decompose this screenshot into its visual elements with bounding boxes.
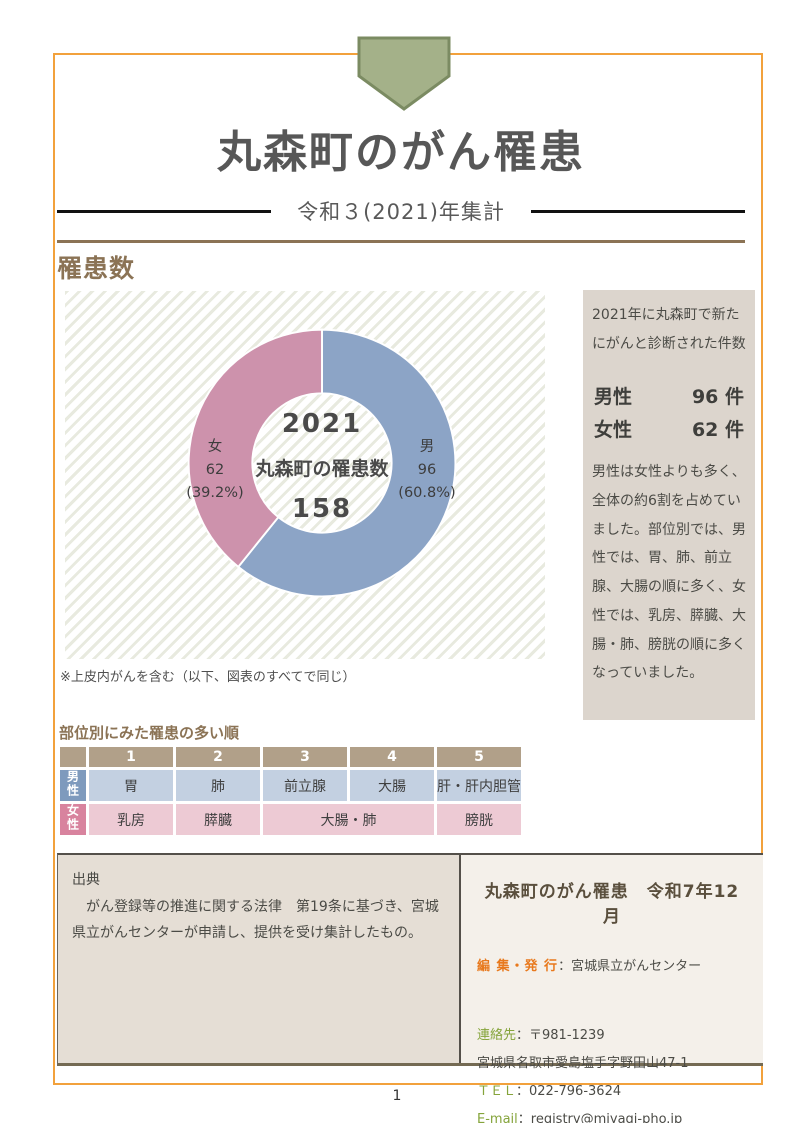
tel-value: ：022-796-3624 — [516, 1083, 622, 1099]
rank-col-3: 3 — [263, 747, 347, 767]
source-body: がん登録等の推進に関する法律 第19条に基づき、宮城県立がんセンターが申請し、提… — [72, 898, 439, 942]
female-slice-name: 女 — [207, 439, 223, 455]
chart-total: 158 — [291, 494, 353, 524]
editor-label: 編 集・発 行 — [477, 959, 559, 974]
section-heading: 罹患数 — [57, 254, 136, 283]
source-box: 出典 がん登録等の推進に関する法律 第19条に基づき、宮城県立がんセンターが申請… — [58, 855, 461, 1063]
male-rank-2: 肺 — [176, 770, 260, 801]
footer: 出典 がん登録等の推進に関する法律 第19条に基づき、宮城県立がんセンターが申請… — [57, 853, 763, 1123]
email-value: ：registry@miyagi-pho.jp — [517, 1111, 683, 1123]
female-rank-2: 膵臓 — [176, 804, 260, 835]
section-divider — [57, 240, 745, 243]
subtitle-row: 令和３(2021)年集計 — [57, 196, 745, 226]
contact-label: 連絡先 — [477, 1028, 517, 1043]
address-line: 宮城県名取市愛島塩手字野田山47-1 — [477, 1055, 689, 1071]
rank-col-2: 2 — [176, 747, 260, 767]
contact-block: 連絡先：〒981-1239 宮城県名取市愛島塩手字野田山47-1 ＴＥＬ：022… — [477, 1022, 747, 1123]
publication-box: 丸森町のがん罹患 令和7年12月 編 集・発 行：宮城県立がんセンター 連絡先：… — [461, 855, 763, 1123]
female-slice-label: 女 62 (39.2%) — [160, 436, 270, 506]
donut-center-label: 2021 丸森町の罹患数 158 — [212, 409, 432, 524]
editor-line: 編 集・発 行：宮城県立がんセンター — [477, 955, 747, 974]
rank-table-corner-cell — [60, 747, 86, 767]
female-rank-5: 膀胱 — [437, 804, 521, 835]
contact-line: 連絡先：〒981-1239 — [477, 1022, 747, 1050]
sidebar-intro: 2021年に丸森町で新たにがんと診断された件数 — [592, 307, 746, 352]
subtitle-left-rule — [57, 209, 272, 213]
male-rank-3: 前立腺 — [263, 770, 347, 801]
male-row-label: 男性 — [60, 770, 86, 801]
female-slice-value: 62 — [205, 462, 225, 479]
tel-line: ＴＥＬ：022-796-3624 — [477, 1078, 747, 1106]
email-line: E-mail：registry@miyagi-pho.jp — [477, 1106, 747, 1123]
male-count-value: 96 件 — [691, 386, 744, 409]
tel-label: ＴＥＬ — [477, 1083, 517, 1099]
female-count-value: 62 件 — [691, 419, 744, 442]
male-count-row: 男性 96 件 — [592, 382, 746, 409]
rank-col-4: 4 — [350, 747, 434, 767]
chart-year: 2021 — [281, 409, 363, 439]
donut-slice-male — [236, 328, 457, 598]
page-subtitle: 令和３(2021)年集計 — [297, 200, 505, 224]
sidebar-body-text: 男性は女性よりも多く、全体の約6割を占めていました。部位別では、男性では、胃、肺… — [592, 464, 746, 682]
male-slice-name: 男 — [419, 439, 435, 455]
chart-footnote: ※上皮内がんを含む（以下、図表のすべてで同じ） — [60, 670, 356, 685]
donut-chart-svg — [187, 328, 457, 598]
rank-table: 1 2 3 4 5 男性 胃 肺 前立腺 大腸 肝・肝内胆管 女性 乳房 膵臓 … — [57, 744, 524, 838]
publication-title: 丸森町のがん罹患 令和7年12月 — [484, 882, 740, 927]
subtitle-right-rule — [530, 209, 745, 213]
male-rank-row: 男性 胃 肺 前立腺 大腸 肝・肝内胆管 — [60, 770, 521, 801]
source-title: 出典 — [72, 872, 100, 888]
chart-title: 丸森町の罹患数 — [255, 458, 389, 480]
male-slice-value: 96 — [417, 462, 437, 479]
donut-slice-female — [187, 328, 323, 569]
pentagon-banner-icon — [356, 36, 452, 112]
female-rank-3-4: 大腸・肺 — [263, 804, 434, 835]
male-slice-label: 男 96 (60.8%) — [372, 436, 482, 506]
incidence-donut-chart: 2021 丸森町の罹患数 158 女 62 (39.2%) 男 96 (60.8… — [65, 291, 545, 659]
page-title: 丸森町のがん罹患 — [217, 127, 585, 178]
male-rank-5: 肝・肝内胆管 — [437, 770, 521, 801]
male-slice-percent: (60.8%) — [398, 485, 456, 502]
rank-col-1: 1 — [89, 747, 173, 767]
male-rank-1: 胃 — [89, 770, 173, 801]
female-row-label: 女性 — [60, 804, 86, 835]
male-count-label: 男性 — [594, 386, 633, 409]
page-number: 1 — [392, 1088, 402, 1104]
female-rank-row: 女性 乳房 膵臓 大腸・肺 膀胱 — [60, 804, 521, 835]
rank-table-header-row: 1 2 3 4 5 — [60, 747, 521, 767]
rank-col-5: 5 — [437, 747, 521, 767]
editor-value: ：宮城県立がんセンター — [558, 959, 702, 974]
female-slice-percent: (39.2%) — [186, 485, 244, 502]
email-label: E-mail — [477, 1111, 518, 1123]
female-count-label: 女性 — [594, 419, 633, 442]
contact-value: ：〒981-1239 — [516, 1028, 605, 1043]
summary-sidebar: 2021年に丸森町で新たにがんと診断された件数 男性 96 件 女性 62 件 … — [583, 290, 755, 720]
female-rank-1: 乳房 — [89, 804, 173, 835]
male-rank-4: 大腸 — [350, 770, 434, 801]
sidebar-counts: 男性 96 件 女性 62 件 — [592, 382, 746, 442]
female-count-row: 女性 62 件 — [592, 415, 746, 442]
rank-table-title: 部位別にみた罹患の多い順 — [59, 724, 240, 742]
